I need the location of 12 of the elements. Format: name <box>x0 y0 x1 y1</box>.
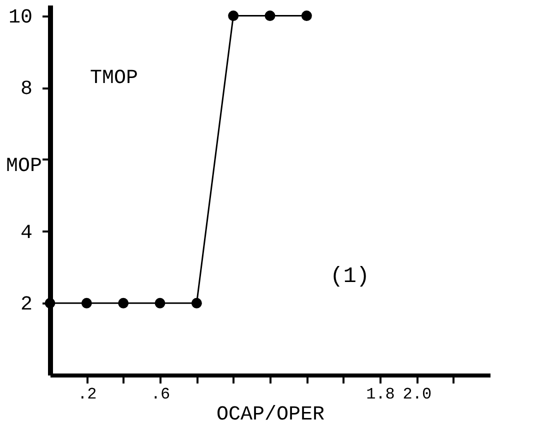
x-tick-label: 2.0 <box>402 386 432 404</box>
x-tick-label: 1.8 <box>366 386 395 404</box>
x-axis-title: OCAP/OPER <box>216 404 325 426</box>
x-tick-label: .6 <box>150 386 170 404</box>
y-tick-label: 8 <box>20 78 32 102</box>
annotation: (1) <box>330 264 370 289</box>
x-tick-label: .2 <box>78 386 97 404</box>
y-tick-label: 4 <box>20 222 32 245</box>
text: TMOP <box>90 67 138 90</box>
y-tick-label: 10 <box>8 6 32 30</box>
y-axis-title: MOP <box>6 155 42 178</box>
y-tick-label: 2 <box>20 294 32 317</box>
